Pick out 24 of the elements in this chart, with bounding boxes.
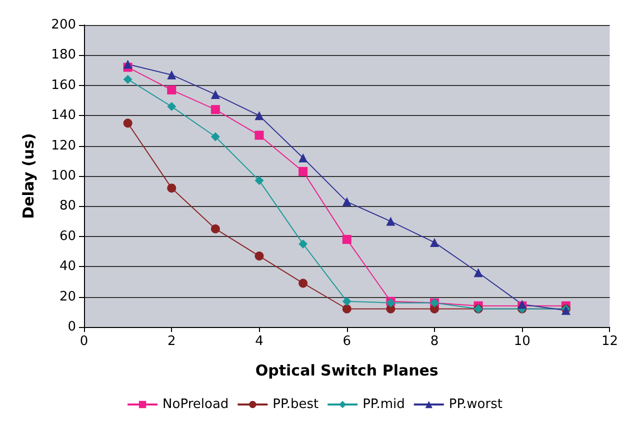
y-tick-label: 120	[51, 138, 76, 154]
x-tick-label: 6	[342, 334, 352, 349]
x-tick-label: 4	[255, 334, 264, 349]
y-tick-label: 20	[59, 289, 76, 304]
legend-label: NoPreload	[162, 397, 229, 412]
y-tick-label: 160	[51, 78, 76, 93]
y-tick-label: 200	[51, 18, 76, 32]
y-tick-label: 100	[51, 168, 76, 184]
legend-label: PP.mid	[362, 397, 405, 412]
x-tick-label: 2	[167, 334, 176, 349]
y-tick-label: 140	[51, 108, 76, 124]
y-axis-title: Delay (us)	[20, 133, 38, 219]
x-axis-title: Optical Switch Planes	[255, 362, 438, 380]
legend-label: PP.best	[272, 397, 319, 412]
y-tick-label: 40	[59, 259, 76, 274]
x-tick-label: 0	[80, 334, 88, 349]
y-tick-label: 0	[68, 320, 76, 334]
legend-label: PP.worst	[448, 397, 502, 412]
y-tick-label: 60	[59, 228, 76, 244]
x-tick-label: 12	[601, 334, 618, 349]
x-tick-label: 8	[430, 334, 439, 349]
x-tick-label: 10	[514, 334, 530, 349]
y-tick-label: 180	[51, 48, 76, 63]
y-tick-label: 80	[59, 198, 76, 214]
